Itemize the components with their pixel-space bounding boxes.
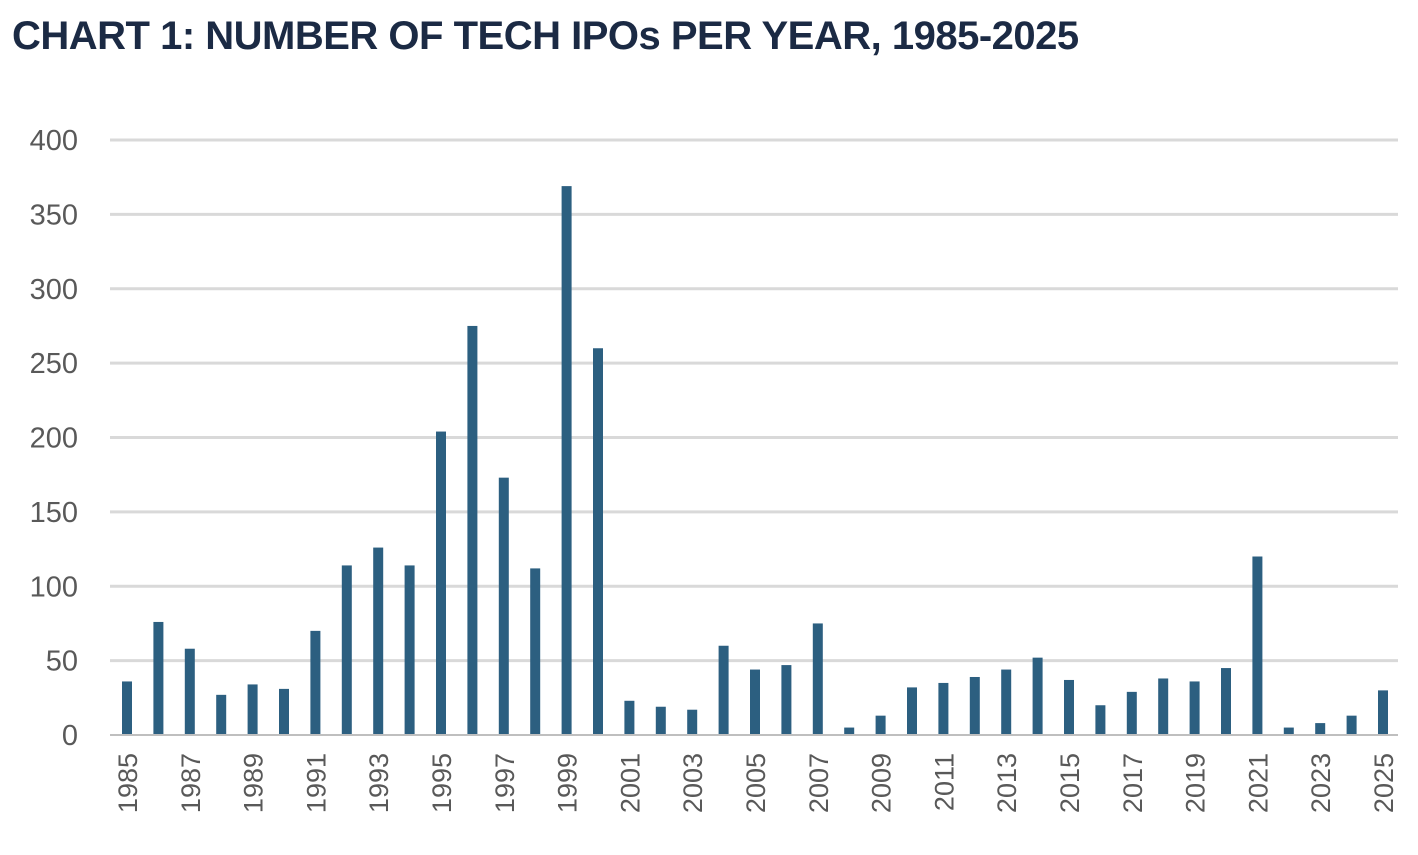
bar-2003 — [687, 709, 698, 735]
bar-1998 — [530, 568, 541, 735]
y-tick-label: 0 — [62, 720, 78, 752]
bar-1995 — [436, 431, 446, 735]
bar-1994 — [404, 565, 415, 735]
bar-1990 — [279, 688, 289, 735]
x-tick-label: 2015 — [1055, 753, 1085, 813]
x-tick-label: 2019 — [1181, 753, 1211, 813]
x-tick-label: 1997 — [490, 753, 520, 813]
bar-2019 — [1189, 681, 1200, 735]
y-tick-label: 200 — [30, 423, 78, 455]
x-tick-label: 1985 — [113, 753, 143, 813]
y-tick-label: 300 — [30, 274, 78, 306]
chart-title: CHART 1: NUMBER OF TECH IPOs PER YEAR, 1… — [12, 14, 1079, 58]
bar-2002 — [655, 706, 666, 735]
y-tick-label: 400 — [30, 125, 78, 157]
bar-2008 — [844, 727, 855, 735]
bar-2005 — [750, 669, 760, 735]
x-tick-label: 2011 — [929, 753, 959, 811]
bar-2011 — [938, 682, 949, 735]
bar-2000 — [593, 348, 603, 735]
y-tick-label: 250 — [30, 348, 78, 380]
bar-2024 — [1346, 715, 1357, 735]
bar-2015 — [1064, 679, 1074, 735]
bar-2004 — [718, 645, 729, 735]
x-tick-label: 2021 — [1243, 753, 1273, 813]
bar-1999 — [561, 186, 572, 736]
bar-2009 — [875, 715, 886, 735]
x-axis-ticks: 1985 1987 1989 1991 1993 1995 1997 1999 2001 2003… — [113, 753, 1399, 813]
y-tick-label: 150 — [30, 497, 78, 529]
bar-2025 — [1378, 690, 1388, 735]
y-tick-label: 100 — [30, 571, 78, 603]
bar-1991 — [310, 630, 321, 735]
x-tick-label: 1991 — [301, 753, 331, 813]
x-tick-label: 1999 — [553, 753, 583, 813]
x-tick-label: 2013 — [992, 753, 1022, 813]
bar-2014 — [1032, 657, 1043, 735]
bar-2010 — [907, 687, 917, 735]
bar-1992 — [341, 565, 352, 735]
bar-1985 — [122, 681, 132, 735]
bar-1997 — [498, 477, 509, 735]
bar-1993 — [373, 547, 384, 735]
x-tick-label: 1989 — [239, 753, 269, 813]
x-tick-label: 2009 — [867, 753, 897, 813]
bar-2022 — [1283, 727, 1294, 735]
bar-2021 — [1252, 556, 1263, 735]
bar-1996 — [467, 325, 478, 735]
x-tick-label: 2005 — [741, 753, 771, 813]
x-tick-label: 2007 — [804, 753, 834, 813]
x-tick-label: 2017 — [1118, 753, 1148, 813]
bar-2013 — [1001, 669, 1012, 735]
x-tick-label: 1993 — [364, 753, 394, 813]
bar-2018 — [1158, 678, 1169, 735]
bar-2012 — [969, 676, 980, 735]
y-axis-ticks: 0 50 100 150 200 250 300 350 400 — [30, 125, 78, 752]
y-tick-label: 50 — [46, 646, 78, 678]
y-tick-label: 350 — [30, 199, 78, 231]
bar-2016 — [1095, 705, 1106, 735]
bar-2006 — [781, 665, 792, 735]
gridlines — [110, 138, 1398, 663]
bar-2023 — [1315, 723, 1326, 735]
bar-2017 — [1126, 691, 1137, 735]
bar-1988 — [216, 694, 227, 735]
bar-2007 — [812, 623, 823, 735]
bar-1989 — [247, 684, 258, 735]
x-tick-label: 1995 — [427, 753, 457, 813]
bar-2020 — [1221, 668, 1231, 735]
bar-1986 — [153, 621, 164, 735]
x-tick-label: 2023 — [1306, 753, 1336, 813]
bar-1987 — [184, 648, 195, 735]
bars — [122, 186, 1388, 736]
x-tick-label: 2025 — [1369, 753, 1399, 813]
bar-2001 — [624, 700, 635, 735]
x-tick-label: 1987 — [176, 753, 206, 813]
x-tick-label: 2003 — [678, 753, 708, 813]
x-tick-label: 2001 — [615, 753, 645, 813]
